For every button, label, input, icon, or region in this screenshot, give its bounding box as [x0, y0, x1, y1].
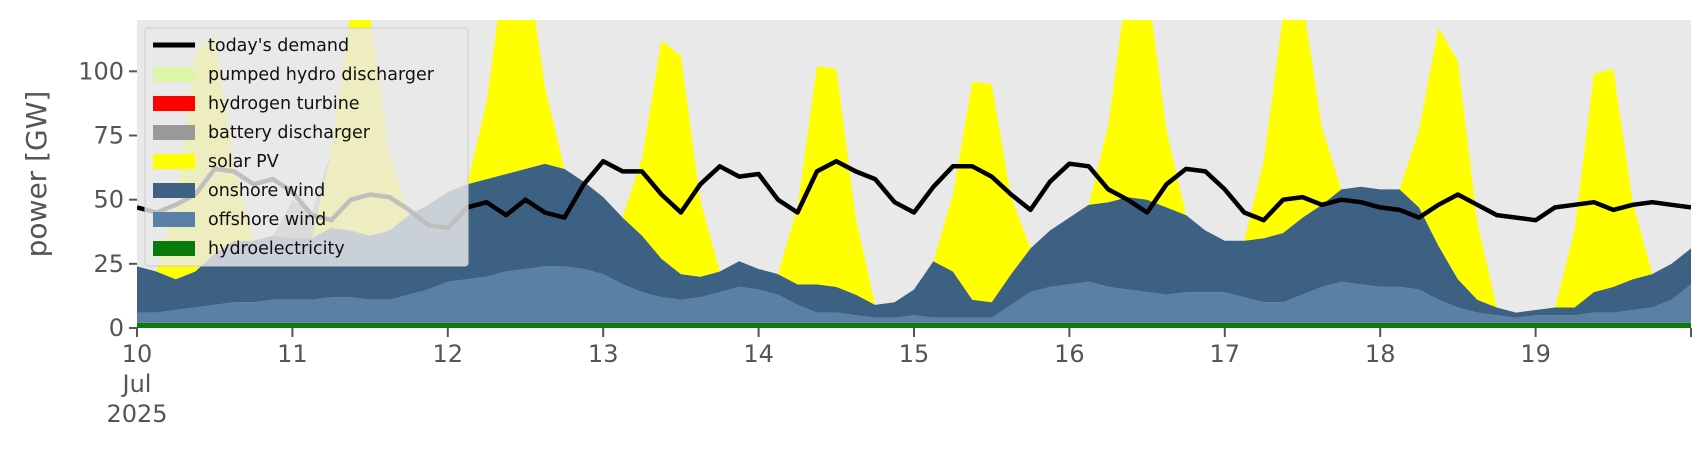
area-offshore-wind: [137, 266, 1691, 323]
y-axis-title: power [GW]: [20, 91, 53, 258]
legend-frame: [144, 27, 469, 267]
x-tick-label: 13: [588, 340, 619, 368]
y-tick-label: 75: [93, 122, 124, 150]
x-tick-label: 15: [899, 340, 930, 368]
y-tick-label: 50: [93, 186, 124, 214]
legend-label: hydroelectricity: [208, 239, 345, 259]
x-tick-label: 17: [1210, 340, 1241, 368]
legend-label: offshore wind: [208, 210, 326, 230]
y-tick-label: 100: [78, 57, 124, 85]
x-tick-label: 16: [1054, 340, 1085, 368]
legend-label: today's demand: [208, 36, 349, 56]
x-tick-label: 14: [743, 340, 774, 368]
x-tick-label: 10: [122, 340, 153, 368]
x-tick-label: 18: [1365, 340, 1396, 368]
area-hydroelectricity: [137, 322, 1691, 328]
legend-label: battery discharger: [208, 123, 371, 143]
legend-swatch: [153, 125, 195, 140]
legend-swatch: [153, 241, 195, 256]
x-tick-label: 2025: [106, 400, 167, 428]
x-tick-label: 11: [277, 340, 308, 368]
y-tick-label: 0: [109, 314, 124, 342]
legend-label: solar PV: [208, 152, 279, 172]
x-tick-label: 19: [1520, 340, 1551, 368]
legend-swatch: [153, 212, 195, 227]
y-tick-label: 25: [93, 250, 124, 278]
x-tick-label: Jul: [121, 370, 152, 398]
legend-swatch: [153, 67, 195, 82]
y-axis: 0 25 50 75 100: [78, 57, 137, 342]
legend-label: onshore wind: [208, 181, 325, 201]
legend-swatch: [153, 96, 195, 111]
legend-label: hydrogen turbine: [208, 94, 360, 114]
legend: today's demand pumped hydro discharger hyd…: [144, 27, 469, 267]
area-solar-pv: [137, 20, 1691, 313]
legend-label: pumped hydro discharger: [208, 65, 435, 85]
x-tick-label: 12: [433, 340, 464, 368]
legend-swatch: [153, 154, 195, 169]
legend-swatch: [153, 183, 195, 198]
